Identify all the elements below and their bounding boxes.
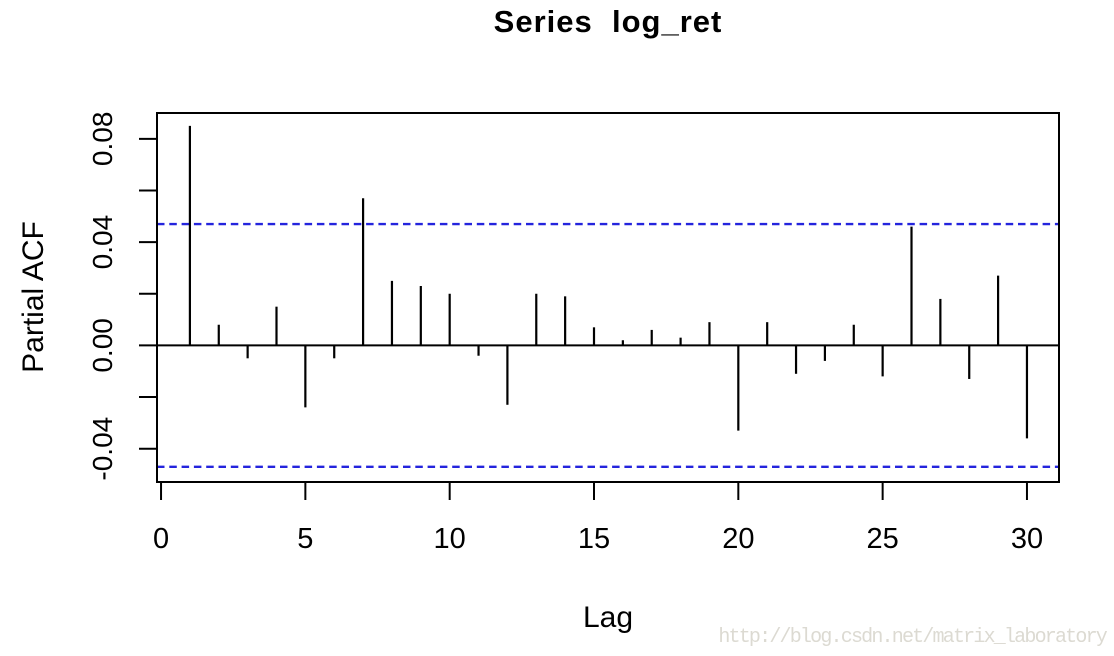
y-axis-tick-label: 0.00 <box>87 318 118 373</box>
x-axis-title: Lag <box>582 601 634 634</box>
y-axis-tick-label: 0.04 <box>87 215 118 270</box>
y-axis-tick-label: 0.08 <box>87 112 118 167</box>
x-axis-tick-label: 20 <box>722 523 754 555</box>
x-axis-tick-label: 25 <box>867 523 899 555</box>
x-axis-tick-label: 0 <box>153 523 169 555</box>
chart-title: Series log_ret <box>493 4 723 39</box>
x-axis-tick-label: 10 <box>434 523 466 555</box>
watermark-url: http://blog.csdn.net/matrix_laboratory <box>718 626 1107 649</box>
x-axis-tick-label: 5 <box>297 523 313 555</box>
plot-frame <box>156 112 1060 483</box>
y-axis-tick-label: -0.04 <box>87 417 118 481</box>
x-axis-tick-label: 30 <box>1011 523 1043 555</box>
x-axis-tick-label: 15 <box>578 523 610 555</box>
